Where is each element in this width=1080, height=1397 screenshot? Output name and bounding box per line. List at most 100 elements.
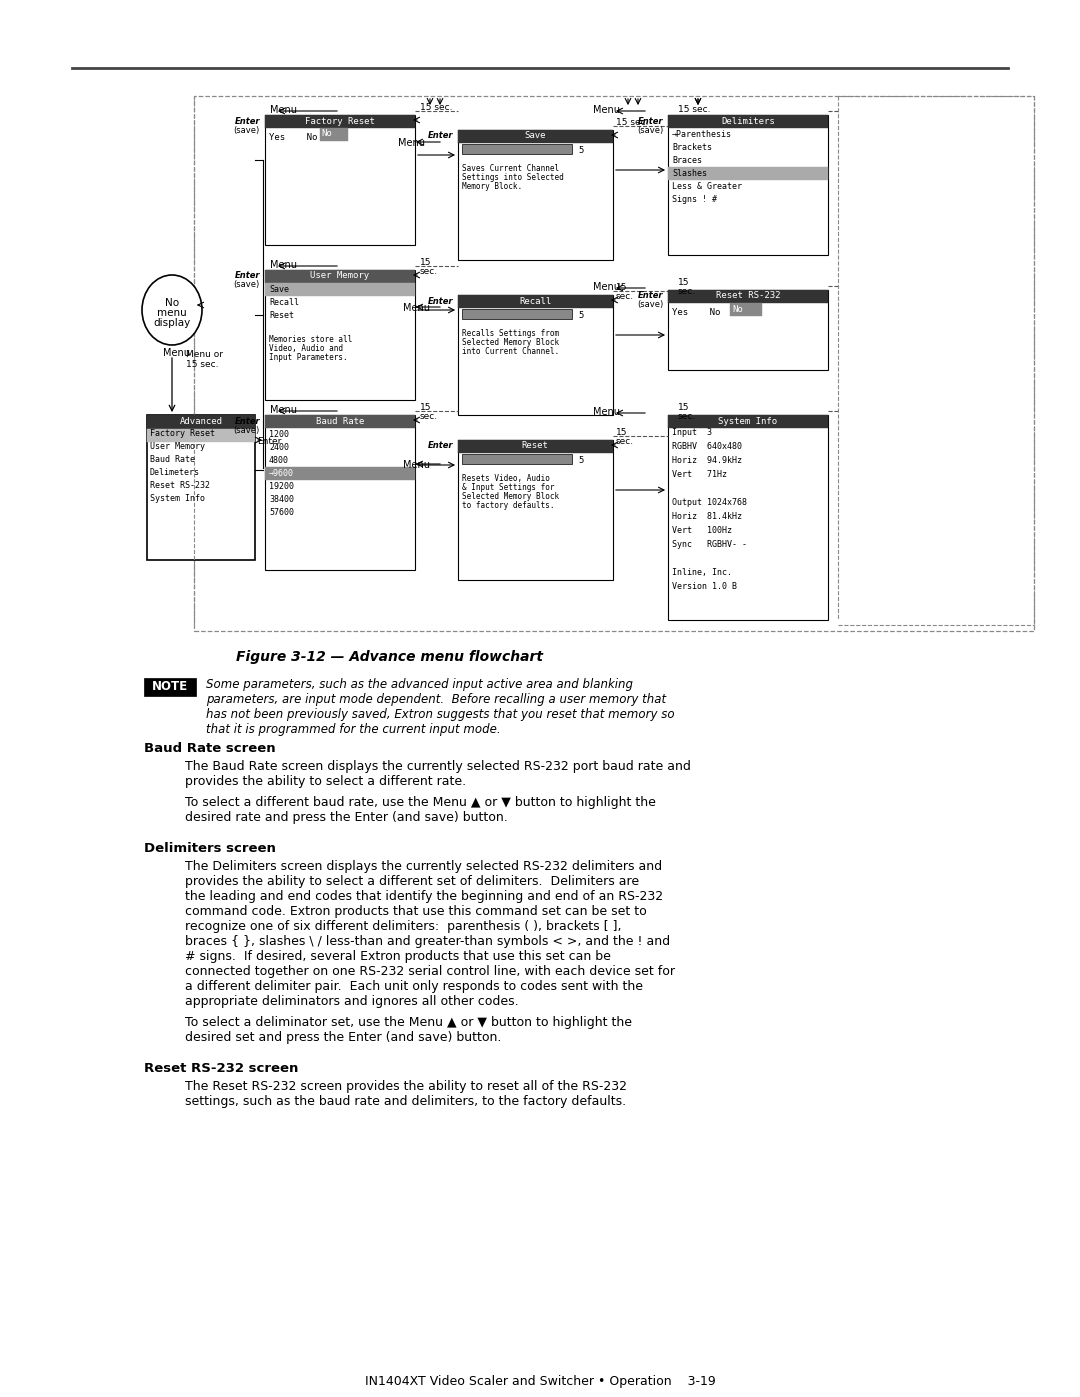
- Text: Selected Memory Block: Selected Memory Block: [462, 338, 559, 346]
- Bar: [458, 295, 613, 415]
- Text: Vert   71Hz: Vert 71Hz: [672, 469, 727, 479]
- Text: menu: menu: [157, 307, 187, 319]
- Text: Baud Rate screen: Baud Rate screen: [144, 742, 275, 754]
- Text: 5: 5: [578, 455, 583, 465]
- Text: Menu: Menu: [270, 405, 297, 415]
- Text: 5: 5: [578, 312, 583, 320]
- Text: Menu: Menu: [163, 348, 190, 358]
- Text: Memory Block.: Memory Block.: [462, 182, 522, 191]
- Bar: [265, 115, 415, 129]
- Bar: [462, 454, 572, 464]
- Text: 15: 15: [616, 284, 627, 292]
- Text: System Info: System Info: [718, 416, 778, 426]
- Text: Enter: Enter: [234, 416, 260, 426]
- Text: Saves Current Channel: Saves Current Channel: [462, 163, 559, 173]
- Text: No: No: [732, 305, 743, 314]
- Text: The Baud Rate screen displays the currently selected RS-232 port baud rate and: The Baud Rate screen displays the curren…: [185, 760, 691, 773]
- Bar: [265, 270, 415, 284]
- Text: Menu: Menu: [270, 105, 297, 115]
- Text: 15 sec.: 15 sec.: [616, 117, 648, 127]
- Bar: [265, 415, 415, 427]
- Text: recognize one of six different delimiters:  parenthesis ( ), brackets [ ],: recognize one of six different delimiter…: [185, 921, 621, 933]
- Bar: [144, 678, 195, 696]
- Bar: [462, 144, 572, 154]
- Text: Enter: Enter: [637, 116, 663, 126]
- Bar: [265, 467, 415, 481]
- Text: that it is programmed for the current input mode.: that it is programmed for the current in…: [206, 724, 501, 736]
- Text: Figure 3-12 — Advance menu flowchart: Figure 3-12 — Advance menu flowchart: [237, 650, 543, 664]
- Text: Input Parameters.: Input Parameters.: [269, 353, 348, 362]
- Text: Input  3: Input 3: [672, 427, 712, 437]
- Bar: [669, 115, 828, 256]
- Text: Menu: Menu: [593, 407, 620, 416]
- Text: Enter: Enter: [637, 292, 663, 300]
- Text: NOTE: NOTE: [152, 680, 188, 693]
- Text: (save): (save): [233, 126, 260, 134]
- Bar: [320, 129, 348, 141]
- Text: The Reset RS-232 screen provides the ability to reset all of the RS-232: The Reset RS-232 screen provides the abi…: [185, 1080, 627, 1092]
- Text: Signs ! #: Signs ! #: [672, 196, 717, 204]
- Text: Yes    No: Yes No: [672, 307, 720, 317]
- Text: Menu or: Menu or: [186, 351, 222, 359]
- Text: sec.: sec.: [678, 412, 697, 420]
- Text: System Info: System Info: [150, 495, 205, 503]
- Text: Delimiters: Delimiters: [721, 116, 774, 126]
- Text: 15 sec.: 15 sec.: [678, 105, 711, 115]
- Text: 15: 15: [420, 258, 432, 267]
- Bar: [147, 415, 255, 429]
- Text: Slashes: Slashes: [672, 169, 707, 177]
- Text: Delimeters: Delimeters: [150, 468, 200, 476]
- Text: Factory Reset: Factory Reset: [150, 429, 215, 439]
- Text: 15 sec.: 15 sec.: [186, 360, 218, 369]
- Text: Enter: Enter: [428, 441, 453, 450]
- Text: sec.: sec.: [420, 267, 438, 277]
- Bar: [265, 284, 415, 296]
- Text: 5: 5: [578, 147, 583, 155]
- Text: 57600: 57600: [269, 509, 294, 517]
- Text: To select a different baud rate, use the Menu ▲ or ▼ button to highlight the: To select a different baud rate, use the…: [185, 796, 656, 809]
- Text: Menu: Menu: [403, 460, 430, 469]
- Text: (save): (save): [637, 300, 663, 310]
- Text: Advanced: Advanced: [179, 418, 222, 426]
- Bar: [669, 291, 828, 370]
- Bar: [265, 415, 415, 570]
- Text: Less & Greater: Less & Greater: [672, 182, 742, 191]
- Text: Yes    No: Yes No: [269, 133, 318, 142]
- Text: Inline, Inc.: Inline, Inc.: [672, 569, 732, 577]
- Text: connected together on one RS-232 serial control line, with each device set for: connected together on one RS-232 serial …: [185, 965, 675, 978]
- Text: parameters, are input mode dependent.  Before recalling a user memory that: parameters, are input mode dependent. Be…: [206, 693, 666, 705]
- Text: Version 1.0 B: Version 1.0 B: [672, 583, 737, 591]
- Text: sec.: sec.: [420, 412, 438, 420]
- Text: sec.: sec.: [616, 292, 634, 300]
- Text: Save: Save: [524, 131, 545, 141]
- Text: Menu: Menu: [593, 282, 620, 292]
- Bar: [458, 130, 613, 142]
- Bar: [669, 168, 828, 180]
- Text: Reset: Reset: [269, 312, 294, 320]
- Text: sec.: sec.: [678, 286, 697, 296]
- Bar: [458, 440, 613, 453]
- Text: Baud Rate: Baud Rate: [315, 416, 364, 426]
- Text: 19200: 19200: [269, 482, 294, 490]
- Text: Vert   100Hz: Vert 100Hz: [672, 527, 732, 535]
- Text: 15: 15: [678, 402, 689, 412]
- Text: 4800: 4800: [269, 455, 289, 465]
- Bar: [265, 270, 415, 400]
- Text: IN1404XT Video Scaler and Switcher • Operation    3-19: IN1404XT Video Scaler and Switcher • Ope…: [365, 1375, 715, 1389]
- Text: Reset RS-232: Reset RS-232: [716, 292, 780, 300]
- Text: Sync   RGBHV- -: Sync RGBHV- -: [672, 541, 747, 549]
- Text: User Memory: User Memory: [150, 441, 205, 451]
- Text: Enter: Enter: [234, 271, 260, 281]
- Bar: [730, 303, 762, 316]
- Bar: [462, 309, 572, 319]
- Text: Recall: Recall: [518, 296, 551, 306]
- Text: Reset RS-232: Reset RS-232: [150, 481, 210, 490]
- Bar: [669, 291, 828, 303]
- Text: (save): (save): [637, 126, 663, 134]
- Text: Menu: Menu: [403, 303, 430, 313]
- Text: Enter: Enter: [257, 437, 282, 446]
- Text: RGBHV  640x480: RGBHV 640x480: [672, 441, 742, 451]
- Text: braces { }, slashes \ / less-than and greater-than symbols < >, and the ! and: braces { }, slashes \ / less-than and gr…: [185, 935, 670, 949]
- Text: Memories store all: Memories store all: [269, 335, 352, 344]
- Text: desired set and press the Enter (and save) button.: desired set and press the Enter (and sav…: [185, 1031, 501, 1044]
